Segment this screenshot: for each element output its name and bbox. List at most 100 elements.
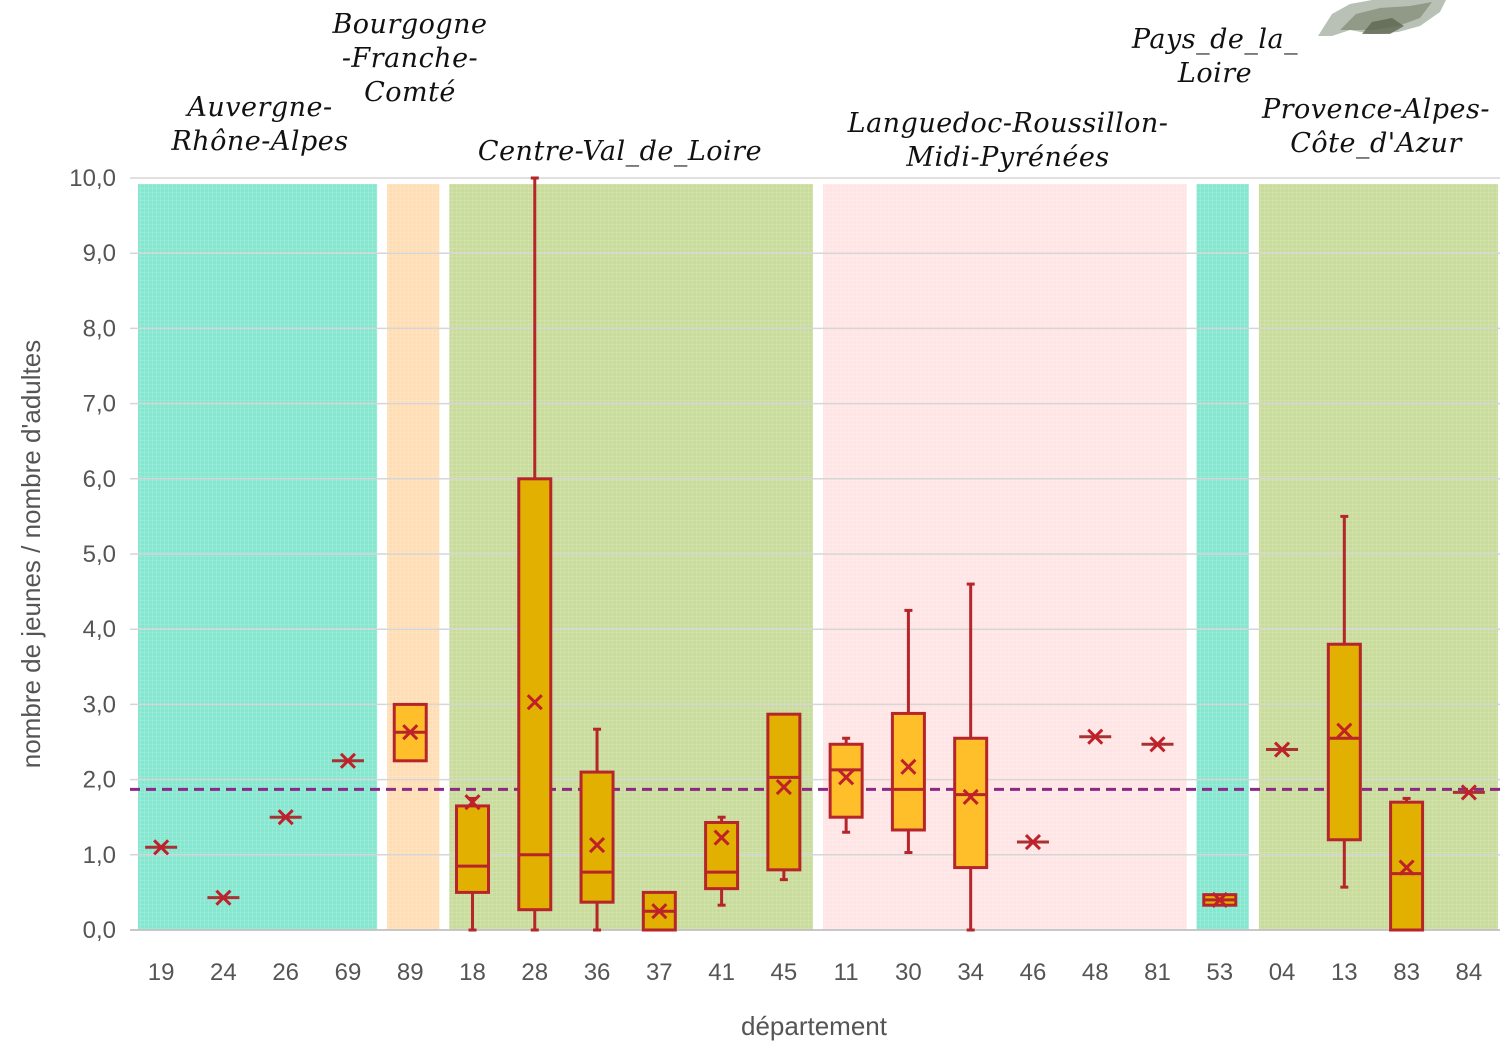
box-iqr	[1326, 642, 1362, 842]
y-tick-label: 5,0	[83, 541, 116, 568]
box-46	[1016, 833, 1049, 851]
x-tick-label: 81	[1144, 959, 1171, 986]
box-iqr	[579, 770, 615, 904]
mean-marker	[1273, 741, 1291, 758]
boxes	[145, 176, 1485, 932]
mean-marker	[153, 839, 170, 856]
mean-marker	[1149, 736, 1166, 753]
decorative-photo	[1318, 0, 1446, 36]
region-label: Loire	[1177, 58, 1252, 89]
region-label: -Franche-	[342, 43, 478, 74]
region-band-texture	[1258, 184, 1498, 930]
mean-marker	[1087, 728, 1104, 745]
x-tick-label: 41	[708, 959, 735, 986]
y-tick-label: 8,0	[83, 315, 116, 342]
x-tick-label: 69	[335, 959, 362, 986]
region-band-texture	[823, 184, 1187, 930]
box-11	[828, 736, 864, 834]
box-30	[890, 608, 926, 855]
x-tick-label: 30	[895, 959, 922, 986]
box-45	[766, 712, 802, 882]
y-tick-label: 9,0	[83, 240, 116, 267]
region-label: Centre-Val_de_Loire	[478, 136, 762, 167]
mean-marker	[1460, 784, 1477, 801]
mean-marker	[1024, 833, 1042, 851]
box-41	[704, 815, 740, 907]
box-28	[517, 176, 553, 932]
box-36	[579, 727, 615, 932]
region-band-texture	[387, 184, 440, 930]
x-tick-label: 18	[459, 959, 486, 986]
mean-marker	[215, 889, 232, 906]
box-iqr	[890, 711, 926, 832]
mean-marker	[1336, 722, 1353, 739]
x-tick-label: 26	[272, 959, 299, 986]
box-13	[1326, 514, 1362, 889]
box-24	[207, 889, 240, 906]
y-axis-title: nombre de jeunes / nombre d'adultes	[16, 340, 46, 768]
mean-marker	[962, 788, 979, 805]
x-tick-label: 37	[646, 959, 673, 986]
region-labels: Auvergne-Rhône-Alpes Bourgogne-Franche-Co…	[170, 9, 1490, 173]
box-37	[641, 890, 677, 932]
box-53	[1202, 891, 1238, 908]
box-26	[269, 809, 302, 826]
y-tick-label: 10,0	[69, 165, 116, 192]
box-48	[1079, 728, 1112, 745]
box-iqr	[455, 804, 490, 894]
x-tick-label: 34	[957, 959, 984, 986]
box-iqr	[766, 712, 802, 872]
x-tick-label: 46	[1020, 959, 1047, 986]
box-iqr	[704, 820, 740, 891]
gridlines	[130, 177, 1500, 931]
region-label: Bourgogne	[331, 9, 487, 40]
y-tick-label: 1,0	[83, 842, 116, 869]
mean-marker	[339, 752, 357, 769]
box-iqr	[953, 736, 989, 870]
x-tick-label: 36	[584, 959, 611, 986]
mean-marker	[526, 694, 543, 711]
y-tick-label: 4,0	[83, 616, 116, 643]
region-label: Languedoc-Roussillon-	[847, 108, 1169, 139]
x-tick-label: 04	[1269, 959, 1296, 986]
x-tick-label: 45	[771, 959, 798, 986]
region-label: Pays_de_la_	[1131, 24, 1298, 55]
x-tick-label: 84	[1456, 959, 1483, 986]
mean-marker	[775, 779, 792, 796]
y-tick-labels: 0,0 1,0 2,0 3,0 4,0 5,0 6,0 7,0 8,0 9,0 10,0	[69, 165, 116, 944]
x-tick-label: 89	[397, 959, 424, 986]
box-19	[145, 839, 178, 856]
region-label: Auvergne-	[184, 92, 332, 123]
box-iqr	[828, 742, 864, 819]
x-tick-label: 28	[521, 959, 548, 986]
region-band-texture	[449, 184, 813, 930]
mean-marker	[588, 836, 606, 854]
box-04	[1266, 741, 1299, 758]
mean-marker	[651, 903, 668, 920]
box-34	[953, 582, 989, 932]
region-label: Rhône-Alpes	[170, 126, 348, 157]
x-axis-title: département	[741, 1011, 888, 1041]
box-84	[1452, 784, 1485, 801]
y-tick-label: 3,0	[83, 691, 116, 718]
box-89	[392, 702, 428, 763]
y-tick-label: 2,0	[83, 767, 116, 794]
x-tick-label: 83	[1393, 959, 1420, 986]
x-tick-labels: 19 24 26 69 89 18 28 36 37 41 45 11 30 34 46 48 81 53 04 13…	[148, 959, 1482, 986]
mean-marker	[277, 809, 294, 826]
box-69	[331, 752, 364, 769]
y-tick-label: 6,0	[83, 466, 116, 493]
region-label: Comté	[364, 77, 456, 108]
x-tick-label: 48	[1082, 959, 1109, 986]
x-tick-label: 53	[1206, 959, 1233, 986]
mean-marker	[713, 829, 730, 846]
mean-marker	[402, 724, 419, 741]
mean-marker	[1211, 891, 1228, 908]
region-label: Provence-Alpes-	[1261, 94, 1490, 125]
box-83	[1389, 796, 1425, 932]
y-tick-label: 7,0	[83, 391, 116, 418]
region-bands	[138, 184, 1498, 930]
region-band-texture	[1196, 184, 1249, 930]
mean-marker	[900, 758, 917, 775]
